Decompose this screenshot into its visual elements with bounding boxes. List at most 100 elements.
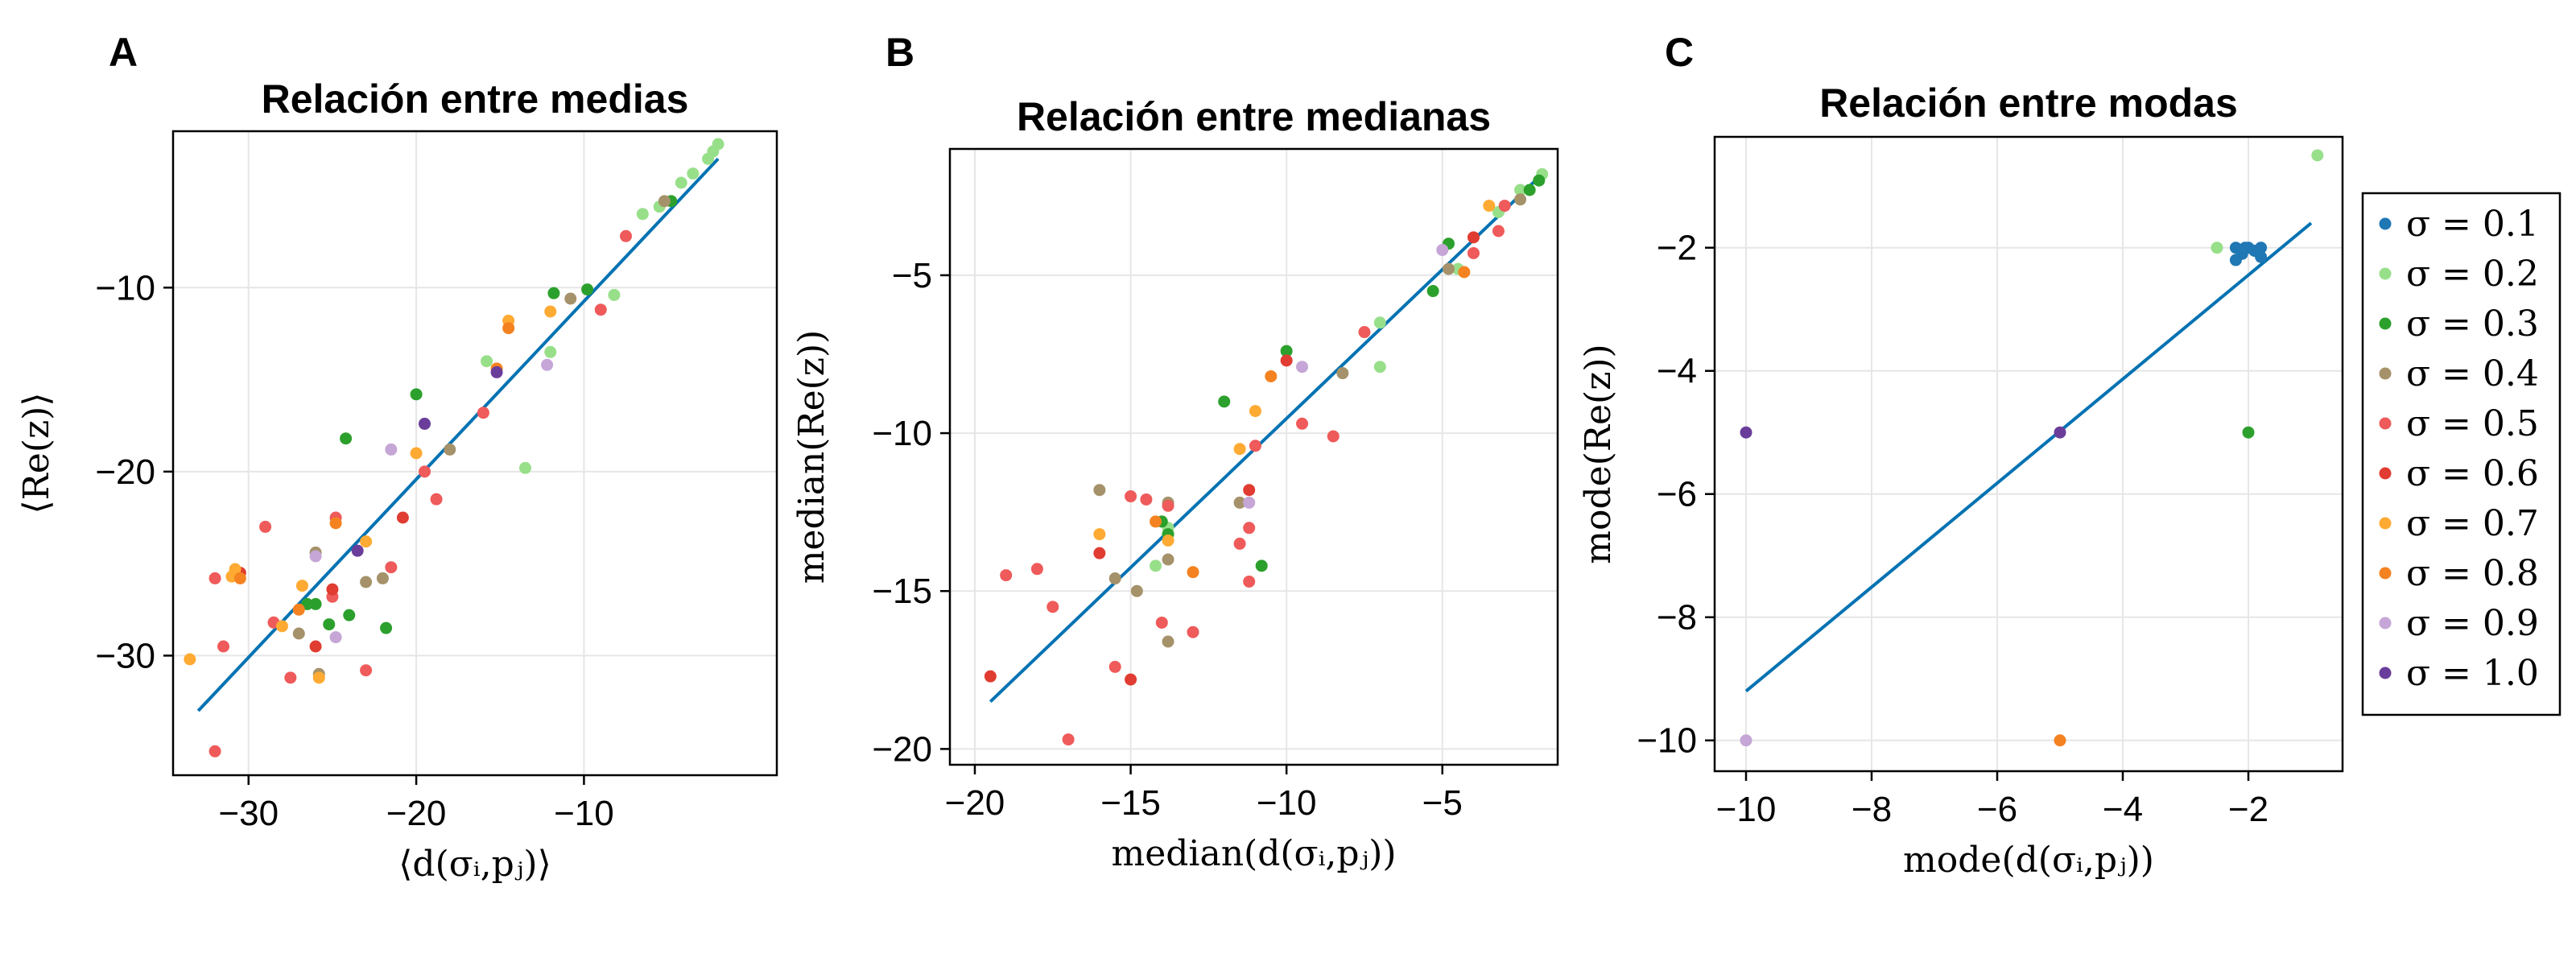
legend-entry: σ = 0.4 <box>2406 353 2539 394</box>
legend-marker <box>2379 467 2392 480</box>
panel-c: −10 −8 −6 −4 −2 −10 −8 −6 −4 −2 Relación entre mod… <box>1578 30 2344 881</box>
data-point <box>380 621 393 634</box>
data-point <box>1740 426 1752 439</box>
y-axis-label: median(Re(z)) <box>791 330 832 584</box>
legend-marker <box>2379 367 2392 380</box>
data-point <box>1426 285 1439 298</box>
data-point <box>1150 559 1162 572</box>
data-point <box>184 653 196 666</box>
data-point <box>502 322 515 335</box>
data-point <box>1130 584 1143 597</box>
y-tick-label: −10 <box>1637 721 1697 761</box>
data-point <box>1492 225 1505 237</box>
x-tick-label: −8 <box>1852 790 1892 829</box>
data-point <box>1467 231 1480 244</box>
data-point <box>581 283 594 296</box>
data-point <box>1442 262 1455 275</box>
data-point <box>1249 405 1261 418</box>
data-point <box>477 407 489 419</box>
data-point <box>620 229 632 242</box>
data-point <box>410 388 423 401</box>
y-tick-label: −4 <box>1657 352 1697 391</box>
legend-marker <box>2379 517 2392 530</box>
panel-a: −30 −20 −10 −30 −20 −10 Relación entre medias A… <box>16 30 778 885</box>
data-point <box>1162 553 1174 566</box>
y-tick-label: −10 <box>872 414 932 453</box>
data-point <box>385 561 398 574</box>
data-point <box>2255 242 2268 254</box>
data-point <box>233 572 246 584</box>
data-point <box>547 287 560 299</box>
y-tick-label: −2 <box>1657 229 1697 268</box>
data-point <box>1483 200 1496 213</box>
data-point <box>594 303 607 316</box>
data-point <box>1523 184 1536 196</box>
plot-frame <box>948 147 1559 766</box>
legend-entry: σ = 1.0 <box>2406 653 2539 694</box>
x-tick-label: −20 <box>945 783 1005 823</box>
data-point <box>309 550 322 563</box>
x-tick-label: −6 <box>1977 790 2017 829</box>
data-point <box>284 671 297 684</box>
data-point <box>1243 575 1256 588</box>
data-point <box>658 195 671 208</box>
x-tick-label: −10 <box>554 794 614 833</box>
x-tick-label: −20 <box>386 794 447 833</box>
data-point <box>1108 572 1121 585</box>
x-axis-label: median(d(σᵢ,pⱼ)) <box>1111 833 1396 874</box>
y-tick-label: −20 <box>95 452 155 492</box>
data-point <box>1030 563 1043 576</box>
data-point <box>1218 395 1231 408</box>
data-point <box>329 631 342 644</box>
data-point <box>275 620 288 633</box>
data-point <box>396 511 409 524</box>
legend-entry: σ = 0.9 <box>2406 603 2539 644</box>
data-point <box>687 167 700 180</box>
data-point <box>1140 493 1153 506</box>
data-point <box>1358 326 1371 339</box>
data-point <box>1373 361 1386 374</box>
x-tick-label: −2 <box>2228 790 2268 829</box>
data-point <box>2242 426 2255 439</box>
data-point <box>1514 184 1527 196</box>
legend-entry: σ = 0.5 <box>2406 403 2539 444</box>
data-point <box>292 603 305 616</box>
data-point <box>360 664 373 677</box>
data-point <box>1150 515 1162 528</box>
legend-marker <box>2379 317 2392 330</box>
data-point <box>1162 635 1174 648</box>
data-point <box>410 447 423 460</box>
legend-entry: σ = 0.8 <box>2406 553 2539 594</box>
data-point <box>309 597 322 610</box>
data-point <box>292 627 305 640</box>
legend-marker <box>2379 267 2392 280</box>
data-point <box>2054 734 2066 747</box>
data-point <box>326 583 339 596</box>
legend-marker <box>2379 417 2392 430</box>
legend-entry: σ = 0.6 <box>2406 453 2539 494</box>
data-point <box>1187 566 1199 579</box>
data-point <box>2311 149 2324 162</box>
data-point <box>675 176 687 189</box>
data-point <box>1125 490 1137 503</box>
data-point <box>340 432 353 445</box>
data-point <box>430 493 443 506</box>
data-point <box>360 576 373 588</box>
data-point <box>2054 426 2066 439</box>
legend-marker <box>2379 667 2392 679</box>
legend: σ = 0.1 σ = 0.2 σ = 0.3 σ = 0.4 σ = 0.5 σ = 0… <box>2361 192 2562 716</box>
data-point <box>351 544 364 557</box>
y-axis-label: mode(Re(z)) <box>1578 344 1619 564</box>
y-axis-label: ⟨Re(z)⟩ <box>16 392 57 514</box>
panel-letter: A <box>109 30 138 75</box>
data-point <box>1233 537 1246 550</box>
legend-marker <box>2379 567 2392 580</box>
data-point <box>385 443 398 456</box>
data-point <box>295 580 308 592</box>
data-point <box>1093 547 1106 559</box>
data-point <box>1243 484 1256 497</box>
y-tick-label: −15 <box>872 572 932 611</box>
legend-frame <box>2361 192 2562 716</box>
panel-letter: C <box>1665 30 1694 75</box>
